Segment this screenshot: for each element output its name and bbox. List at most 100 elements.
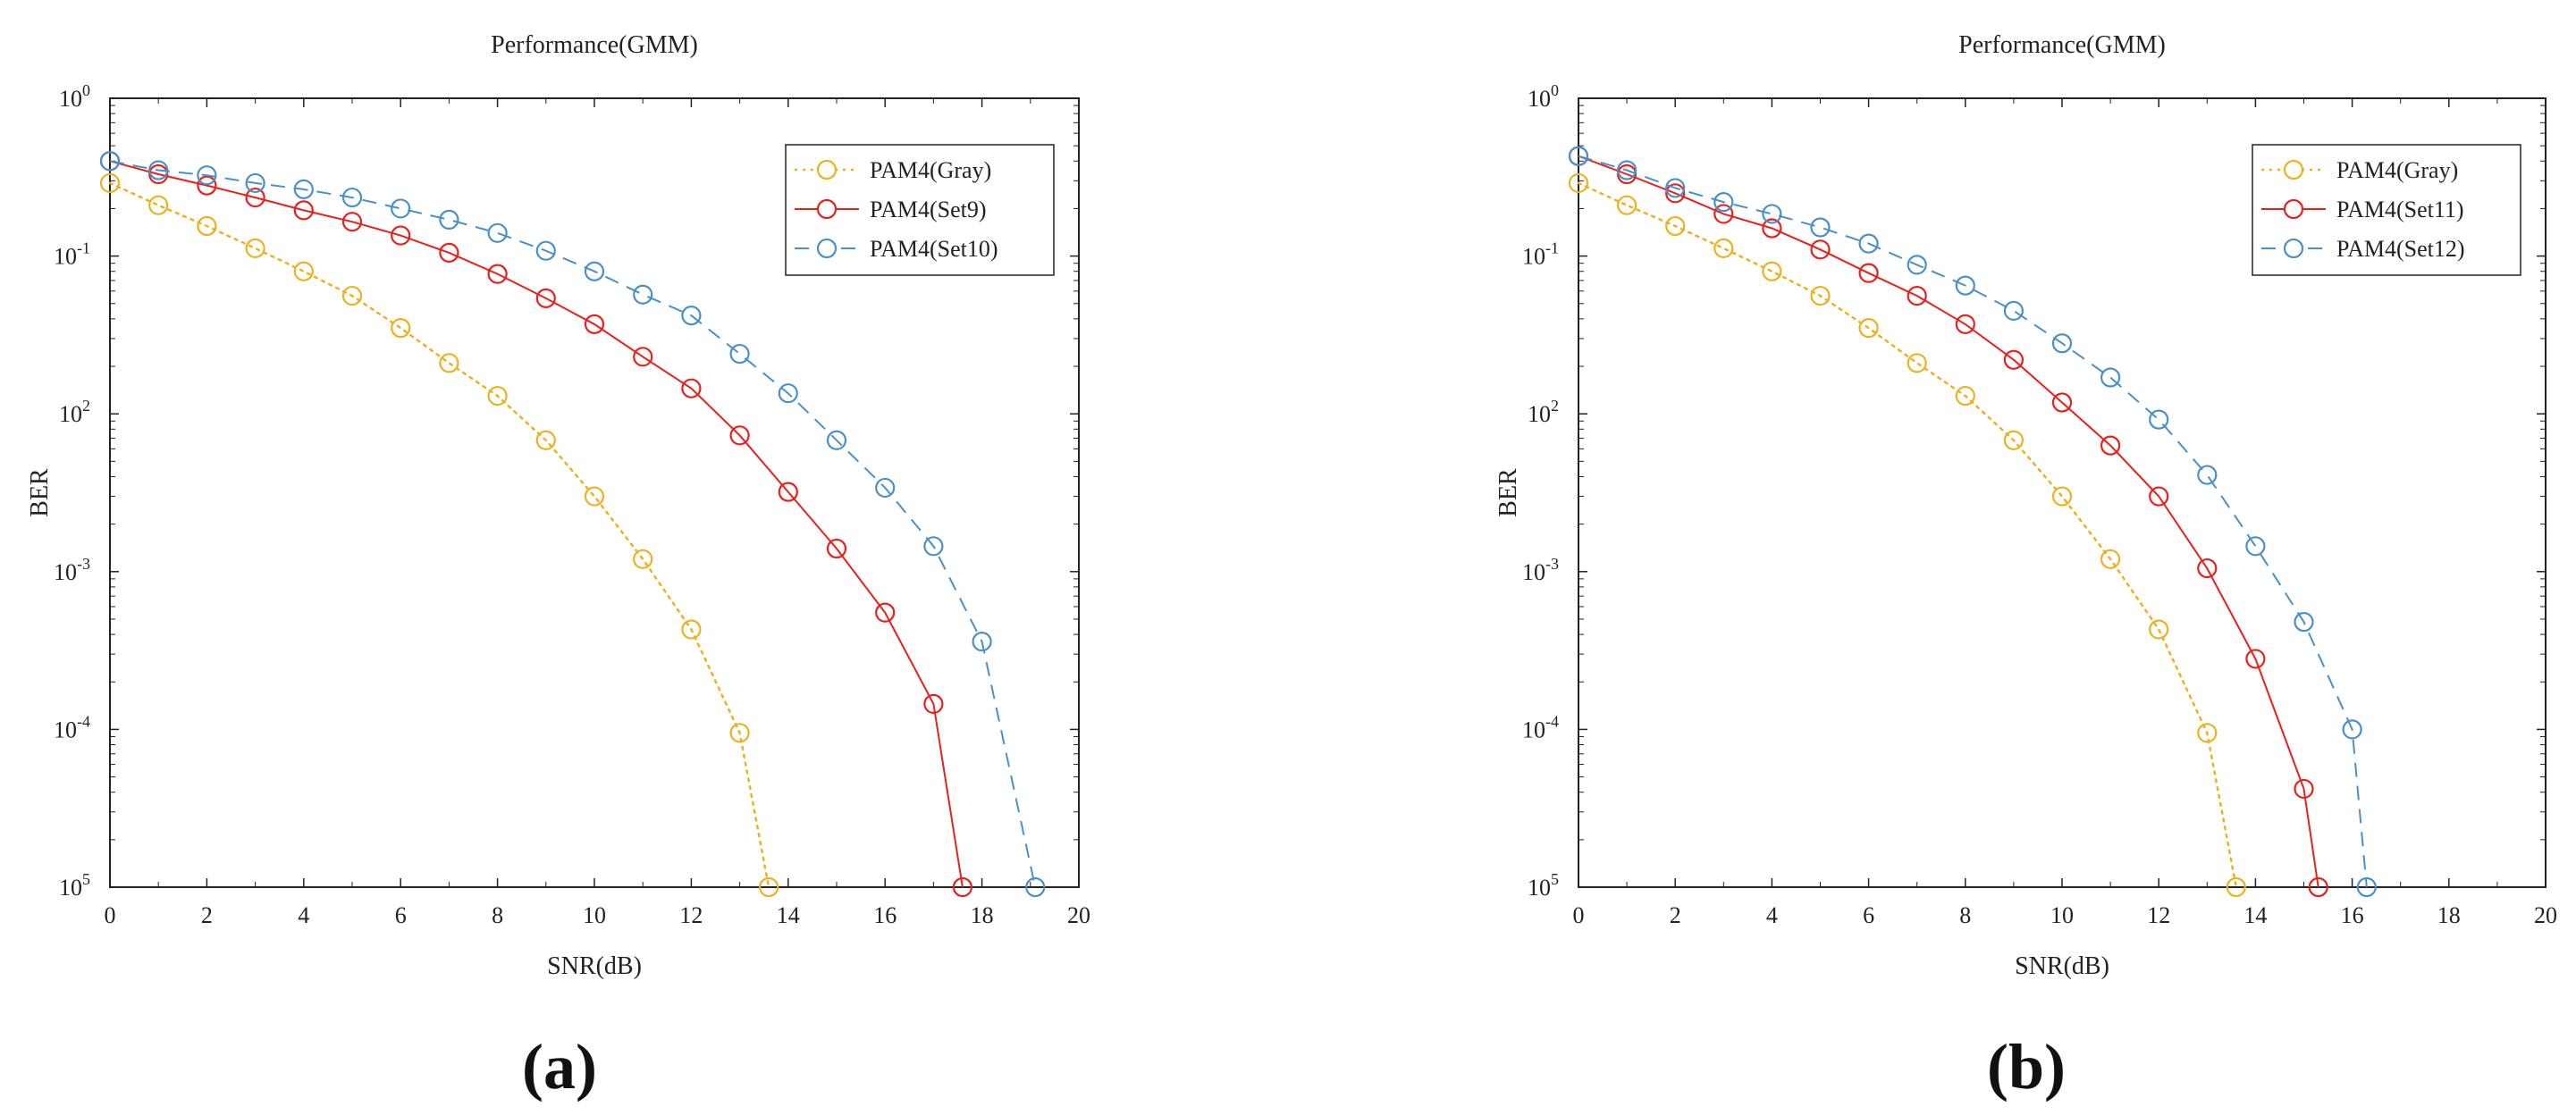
legend-marker bbox=[2283, 238, 2304, 259]
data-point bbox=[633, 284, 653, 305]
data-point bbox=[1025, 876, 1046, 898]
data-point bbox=[681, 306, 702, 326]
data-point bbox=[2003, 430, 2024, 450]
data-point bbox=[875, 602, 896, 623]
x-tick-label: 4 bbox=[298, 902, 309, 928]
data-point bbox=[487, 385, 508, 407]
x-tick-label: 0 bbox=[105, 902, 116, 928]
data-point bbox=[778, 482, 798, 502]
data-point bbox=[633, 347, 653, 367]
x-tick-label: 10 bbox=[2050, 902, 2074, 928]
data-point bbox=[923, 693, 944, 715]
data-point bbox=[1955, 314, 1975, 334]
x-tick-label: 6 bbox=[395, 902, 407, 928]
data-point bbox=[245, 187, 265, 208]
data-point bbox=[197, 175, 217, 196]
x-tick-label: 12 bbox=[679, 902, 703, 928]
x-tick-label: 2 bbox=[201, 902, 213, 928]
data-point bbox=[148, 160, 169, 180]
data-point bbox=[952, 876, 973, 898]
y-tick-label: 102 bbox=[1528, 397, 1559, 427]
data-point bbox=[197, 165, 217, 186]
legend-marker bbox=[816, 159, 838, 180]
x-tick-label: 20 bbox=[1067, 902, 1090, 928]
x-tick-label: 18 bbox=[2437, 902, 2461, 928]
series-line bbox=[109, 160, 1037, 888]
x-tick-label: 10 bbox=[583, 902, 606, 928]
data-point bbox=[439, 209, 459, 231]
legend-entry-label: PAM4(Gray) bbox=[870, 157, 991, 183]
data-point bbox=[1713, 238, 1734, 259]
series-line bbox=[109, 160, 964, 888]
data-point bbox=[99, 151, 121, 172]
y-tick-label: 102 bbox=[59, 397, 90, 427]
series-line bbox=[1578, 155, 2368, 888]
x-tick-label: 12 bbox=[2147, 902, 2170, 928]
data-point bbox=[293, 261, 314, 281]
data-point bbox=[148, 195, 169, 215]
chart-panel-b: 0 2 4 6 8 10 12 14 16 18 20 100 10-1 102 10-3 10-4 105 Pe… bbox=[1494, 31, 2557, 1102]
y-axis-title: BER bbox=[26, 468, 54, 517]
data-point bbox=[2294, 778, 2314, 800]
x-tick-label: 20 bbox=[2534, 902, 2557, 928]
y-tick-label: 10-1 bbox=[54, 239, 90, 270]
data-point bbox=[1616, 195, 1637, 215]
panel-label: (a) bbox=[522, 1031, 597, 1102]
data-point bbox=[584, 314, 605, 334]
data-point bbox=[341, 285, 363, 306]
data-point bbox=[729, 343, 750, 365]
data-point bbox=[1713, 204, 1734, 224]
data-point bbox=[759, 876, 779, 898]
y-tick-label: 10-1 bbox=[1522, 239, 1559, 270]
data-point bbox=[439, 242, 459, 263]
legend-entry-label: PAM4(Set12) bbox=[2336, 236, 2465, 262]
x-tick-label: 16 bbox=[873, 902, 897, 928]
legend-marker bbox=[816, 238, 838, 259]
chart-title: Performance(GMM) bbox=[491, 31, 698, 59]
data-point bbox=[535, 240, 556, 261]
x-tick-label: 16 bbox=[2341, 902, 2364, 928]
data-point bbox=[1568, 172, 1589, 194]
data-point bbox=[1955, 275, 1975, 296]
chart-title: Performance(GMM) bbox=[1958, 31, 2166, 59]
data-point bbox=[2226, 876, 2246, 898]
data-point bbox=[487, 222, 508, 243]
data-point bbox=[2003, 300, 2024, 321]
data-point bbox=[2245, 536, 2266, 557]
data-point bbox=[729, 723, 750, 743]
x-tick-label: 8 bbox=[492, 902, 503, 928]
data-point bbox=[2100, 549, 2121, 569]
legend-marker bbox=[2283, 159, 2304, 180]
data-point bbox=[2149, 619, 2169, 640]
x-tick-label: 14 bbox=[2243, 902, 2267, 928]
y-tick-label: 10-4 bbox=[54, 712, 90, 742]
series-line bbox=[108, 181, 770, 889]
data-point bbox=[1810, 285, 1831, 306]
data-point bbox=[197, 215, 217, 237]
legend-entry-label: PAM4(Set10) bbox=[870, 236, 998, 262]
data-point bbox=[2294, 611, 2314, 633]
y-tick-label: 100 bbox=[1528, 81, 1559, 112]
data-point bbox=[1665, 178, 1686, 198]
data-point bbox=[681, 378, 702, 398]
data-point bbox=[681, 619, 702, 640]
data-point bbox=[826, 430, 847, 450]
data-point bbox=[1858, 233, 1879, 254]
data-point bbox=[487, 264, 508, 284]
data-point bbox=[778, 383, 798, 404]
data-point bbox=[972, 632, 992, 652]
chart-panel-a: 0 2 4 6 8 10 12 14 16 18 20 100 10-1 102 10-3 10-4 105 Pe… bbox=[26, 31, 1090, 1102]
legend-marker bbox=[816, 198, 838, 220]
x-tick-label: 14 bbox=[777, 902, 800, 928]
data-point bbox=[2003, 349, 2024, 370]
data-point bbox=[1713, 192, 1734, 213]
data-point bbox=[2356, 876, 2377, 898]
data-point bbox=[2149, 486, 2169, 507]
y-axis-title: BER bbox=[1494, 468, 1522, 517]
x-axis-title: SNR(dB) bbox=[547, 952, 642, 980]
legend-marker bbox=[2283, 198, 2304, 220]
data-point bbox=[1616, 160, 1637, 180]
data-point bbox=[2197, 558, 2218, 579]
panel-label: (b) bbox=[1987, 1031, 2066, 1102]
